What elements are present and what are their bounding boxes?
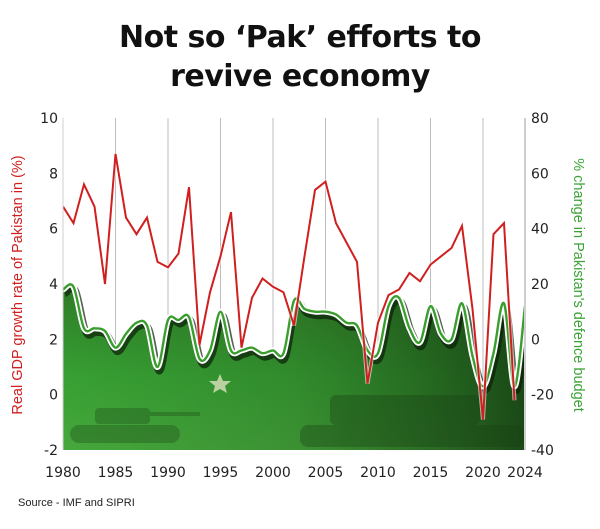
x-tick-label: 2024 <box>507 465 543 481</box>
left-tick-label: 10 <box>40 111 58 127</box>
left-axis-ticks: 10 8 6 4 2 0 -2 <box>40 111 58 459</box>
x-axis-ticks: 1980 1985 1990 1995 2000 2005 2010 2015 2020 2024 <box>45 465 543 481</box>
x-tick-label: 1985 <box>98 465 134 481</box>
left-tick-label: 0 <box>49 388 58 404</box>
tank-silhouette-right <box>300 395 525 447</box>
x-tick-label: 2005 <box>308 465 344 481</box>
title-line-2: revive economy <box>170 59 430 94</box>
x-tick-label: 1980 <box>45 465 81 481</box>
tank-silhouette-left <box>70 408 200 443</box>
right-axis-ticks: 80 60 40 20 0 -20 -40 <box>531 111 554 459</box>
x-tick-label: 1995 <box>203 465 239 481</box>
x-tick-label: 2015 <box>413 465 449 481</box>
left-tick-label: 6 <box>49 222 58 238</box>
right-tick-label: -20 <box>531 388 554 404</box>
x-tick-label: 1990 <box>150 465 186 481</box>
right-tick-label: 20 <box>531 277 549 293</box>
right-tick-label: 40 <box>531 222 549 238</box>
x-tick-label: 2010 <box>360 465 396 481</box>
chart-title: Not so ‘Pak’ efforts to revive economy <box>0 18 600 96</box>
right-tick-label: 0 <box>531 332 540 348</box>
source-note: Source - IMF and SIPRI <box>18 497 135 509</box>
right-tick-label: -40 <box>531 443 554 459</box>
star-icon <box>209 374 231 393</box>
left-tick-label: -2 <box>44 443 58 459</box>
left-tick-label: 2 <box>49 332 58 348</box>
gdp-growth-line <box>63 153 516 420</box>
defence-budget-line <box>63 283 525 388</box>
left-axis-label: Real GDP growth rate of Pakistan in (%) <box>10 155 26 414</box>
right-axis-label: % change in Pakistan's defence budget <box>570 158 586 411</box>
right-tick-label: 80 <box>531 111 549 127</box>
left-tick-label: 4 <box>49 277 58 293</box>
left-tick-label: 8 <box>49 166 58 182</box>
title-line-1: Not so ‘Pak’ efforts to <box>119 20 481 55</box>
right-tick-label: 60 <box>531 166 549 182</box>
x-tick-label: 2000 <box>255 465 291 481</box>
x-tick-label: 2020 <box>465 465 501 481</box>
